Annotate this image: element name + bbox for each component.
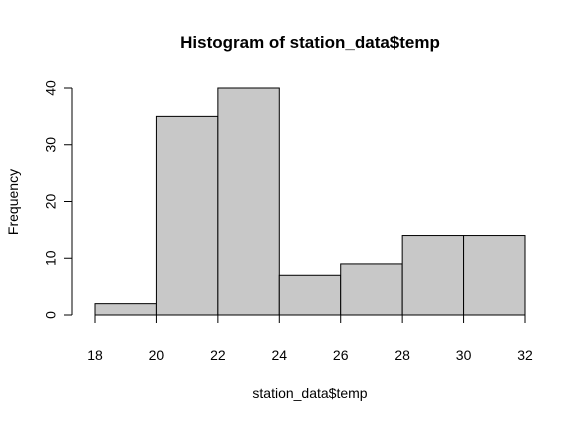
histogram-bar xyxy=(155,115,219,316)
histogram-bar xyxy=(401,235,465,316)
y-axis-tick-label: 20 xyxy=(43,194,59,210)
y-axis-label: Frequency xyxy=(5,169,21,235)
x-axis: 18 20 22 24 26 28 30 32 xyxy=(87,314,533,363)
x-axis-tick-label: 18 xyxy=(87,347,103,363)
y-axis: 0 10 20 30 40 xyxy=(43,80,73,319)
x-axis-tick-label: 24 xyxy=(271,347,287,363)
x-axis-tick-label: 30 xyxy=(456,347,472,363)
x-axis-tick-label: 32 xyxy=(517,347,533,363)
histogram-bar xyxy=(278,274,342,316)
y-axis-tick-label: 0 xyxy=(43,311,59,319)
chart-title: Histogram of station_data$temp xyxy=(180,33,440,52)
y-axis-tick-label: 40 xyxy=(43,80,59,96)
x-axis-tick-label: 26 xyxy=(333,347,349,363)
histogram-bar xyxy=(340,263,403,316)
histogram-bar xyxy=(94,303,157,316)
y-axis-tick-label: 10 xyxy=(43,250,59,266)
y-axis-tick-label: 30 xyxy=(43,137,59,153)
x-axis-tick-label: 28 xyxy=(394,347,410,363)
histogram-bar xyxy=(217,87,280,316)
x-axis-tick-label: 20 xyxy=(149,347,165,363)
histogram-bar xyxy=(463,235,526,316)
histogram-bars xyxy=(94,87,526,316)
x-axis-tick-label: 22 xyxy=(210,347,226,363)
x-axis-label: station_data$temp xyxy=(252,385,367,401)
